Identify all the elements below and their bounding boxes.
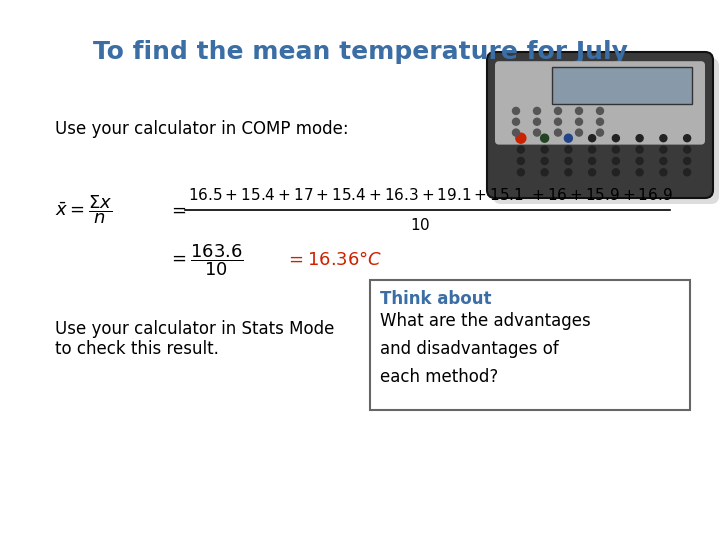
Circle shape — [660, 134, 667, 141]
Circle shape — [541, 134, 549, 142]
Circle shape — [541, 169, 548, 176]
Circle shape — [596, 107, 603, 114]
Text: $10$: $10$ — [410, 217, 430, 233]
Circle shape — [554, 118, 562, 125]
Circle shape — [516, 133, 526, 143]
Text: $=\dfrac{163.6}{10}$: $=\dfrac{163.6}{10}$ — [168, 242, 243, 278]
Circle shape — [513, 129, 520, 136]
Text: Use your calculator in COMP mode:: Use your calculator in COMP mode: — [55, 120, 348, 138]
Circle shape — [613, 169, 619, 176]
Circle shape — [575, 107, 582, 114]
Text: $= 16.36°C$: $= 16.36°C$ — [285, 251, 382, 269]
Text: to check this result.: to check this result. — [55, 340, 219, 358]
Circle shape — [575, 129, 582, 136]
Circle shape — [636, 169, 643, 176]
Circle shape — [518, 146, 524, 153]
Circle shape — [683, 134, 690, 141]
Circle shape — [513, 107, 520, 114]
FancyBboxPatch shape — [487, 52, 713, 198]
Text: Use your calculator in Stats Mode: Use your calculator in Stats Mode — [55, 320, 334, 338]
Circle shape — [565, 169, 572, 176]
Circle shape — [589, 169, 595, 176]
Circle shape — [565, 158, 572, 165]
Circle shape — [660, 158, 667, 165]
FancyBboxPatch shape — [493, 58, 719, 204]
Text: $16.5+15.4+17+15.4+16.3+19.1+15.1\ +16+15.9+16.9$: $16.5+15.4+17+15.4+16.3+19.1+15.1\ +16+1… — [188, 187, 672, 203]
Circle shape — [565, 146, 572, 153]
Circle shape — [534, 107, 541, 114]
Circle shape — [554, 107, 562, 114]
Circle shape — [518, 158, 524, 165]
Circle shape — [636, 134, 643, 141]
Text: What are the advantages
and disadvantages of
each method?: What are the advantages and disadvantage… — [380, 312, 590, 386]
Circle shape — [683, 146, 690, 153]
FancyBboxPatch shape — [552, 67, 693, 104]
Text: Think about: Think about — [380, 290, 492, 308]
Circle shape — [596, 118, 603, 125]
Circle shape — [554, 129, 562, 136]
Circle shape — [589, 134, 595, 141]
Circle shape — [683, 158, 690, 165]
Circle shape — [534, 129, 541, 136]
Circle shape — [534, 118, 541, 125]
Circle shape — [613, 146, 619, 153]
Circle shape — [596, 129, 603, 136]
Circle shape — [541, 158, 548, 165]
FancyBboxPatch shape — [495, 61, 705, 145]
Circle shape — [589, 146, 595, 153]
Circle shape — [660, 146, 667, 153]
Circle shape — [541, 146, 548, 153]
Circle shape — [660, 169, 667, 176]
Text: $=$: $=$ — [168, 201, 186, 219]
Circle shape — [518, 169, 524, 176]
FancyBboxPatch shape — [370, 280, 690, 410]
Circle shape — [575, 118, 582, 125]
Circle shape — [613, 158, 619, 165]
Text: $\bar{x}=\dfrac{\Sigma x}{n}$: $\bar{x}=\dfrac{\Sigma x}{n}$ — [55, 194, 112, 226]
Circle shape — [636, 158, 643, 165]
Text: To find the mean temperature for July: To find the mean temperature for July — [93, 40, 627, 64]
Circle shape — [589, 158, 595, 165]
Circle shape — [636, 146, 643, 153]
Circle shape — [513, 118, 520, 125]
Circle shape — [683, 169, 690, 176]
Circle shape — [613, 134, 619, 141]
Circle shape — [564, 134, 572, 142]
